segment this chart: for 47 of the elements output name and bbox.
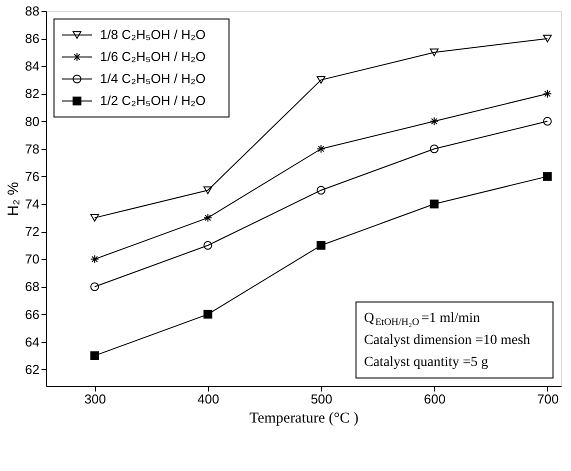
- y-tick-label: 66: [25, 306, 40, 322]
- x-tick-label: 300: [84, 392, 106, 406]
- y-tick-label: 80: [25, 114, 40, 129]
- point: [203, 310, 212, 319]
- point: [543, 172, 552, 181]
- legend-label: 1/2 C₂H₅OH / H₂O: [100, 93, 206, 108]
- point: [543, 89, 552, 98]
- y-tick-label: 64: [25, 334, 40, 350]
- point: [90, 214, 100, 222]
- y-tick-label: 74: [25, 196, 40, 212]
- y-tick-label: 88: [25, 4, 40, 18]
- point: [203, 241, 212, 250]
- legend-label: 1/6 C₂H₅OH / H₂O: [100, 49, 206, 64]
- x-tick-label: 600: [424, 392, 446, 406]
- point: [430, 116, 439, 126]
- y-tick-label: 84: [25, 58, 40, 74]
- point: [316, 186, 326, 195]
- x-axis-title: Temperature (°C ): [249, 410, 359, 426]
- y-axis-title: H₂ %: [5, 182, 22, 216]
- point: [90, 254, 100, 264]
- point: [90, 351, 100, 360]
- point: [430, 48, 439, 56]
- annotation: Catalyst quantity =5 g: [364, 355, 488, 370]
- point: [203, 186, 212, 194]
- x-tick-label: 400: [198, 392, 220, 406]
- y-tick-label: 62: [25, 362, 40, 377]
- annotation: Catalyst dimension =10 mesh: [364, 333, 530, 348]
- x-tick-label: 700: [537, 392, 559, 406]
- y-tick-label: 78: [25, 141, 40, 156]
- point: [203, 213, 212, 222]
- y-tick-label: 70: [25, 252, 40, 267]
- legend-label: 1/4 C₂H₅OH / H₂O: [100, 71, 206, 86]
- point: [543, 116, 552, 126]
- point: [543, 34, 552, 42]
- point: [316, 144, 326, 154]
- point: [316, 76, 326, 84]
- point: [430, 200, 439, 208]
- point: [90, 282, 100, 292]
- y-tick-label: 68: [25, 279, 40, 294]
- point: [316, 241, 326, 250]
- y-tick-label: 86: [25, 31, 40, 46]
- point: [430, 144, 439, 154]
- y-tick-label: 82: [25, 86, 40, 102]
- legend-label: 1/8 C₂H₅OH / H₂O: [100, 27, 206, 42]
- x-tick-label: 500: [310, 392, 332, 406]
- y-tick-label: 72: [25, 224, 40, 240]
- y-tick-label: 76: [25, 168, 40, 184]
